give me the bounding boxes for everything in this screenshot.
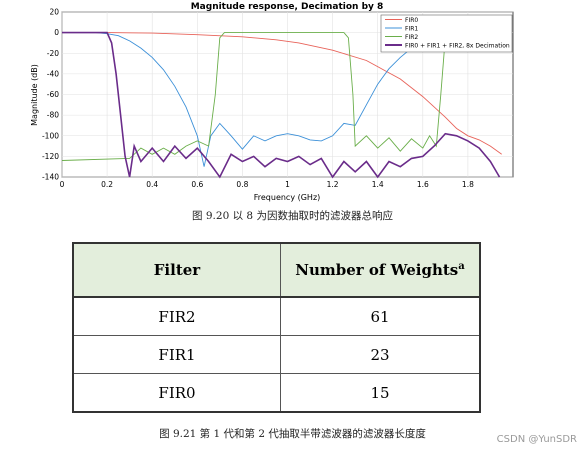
y-tick-labels: 20 0 -20 -40 -60 -80 -100 -120 -140 bbox=[42, 8, 59, 182]
header-filter: Filter bbox=[72, 242, 281, 298]
y-tick-label: -60 bbox=[47, 90, 59, 99]
table-row: FIR0 15 bbox=[72, 373, 481, 413]
x-tick-label: 0 bbox=[60, 180, 65, 189]
header-filter-label: Filter bbox=[153, 261, 201, 279]
table-caption: 图 9.21 第 1 代和第 2 代抽取半带滤波器的滤波器长度度 bbox=[159, 428, 426, 440]
series-line-1 bbox=[62, 32, 502, 167]
y-tick-label: -140 bbox=[42, 173, 59, 182]
y-tick-label: -80 bbox=[47, 111, 59, 120]
series-line-2 bbox=[61, 32, 502, 161]
x-tick-label: 0.6 bbox=[191, 180, 203, 189]
series-line-0 bbox=[62, 32, 502, 155]
table-header-row: Filter Number of Weightsa bbox=[72, 242, 481, 298]
cell-filter: FIR1 bbox=[72, 335, 281, 374]
x-tick-label: 0.2 bbox=[101, 180, 113, 189]
filter-weights-table: Filter Number of Weightsa FIR2 61 FIR1 2… bbox=[72, 242, 481, 413]
y-tick-label: -100 bbox=[42, 131, 59, 140]
x-tick-label: 0.8 bbox=[236, 180, 248, 189]
x-tick-labels: 0 0.2 0.4 0.6 0.8 1 1.2 1.4 1.6 1.8 bbox=[60, 180, 474, 189]
chart-title: Magnitude response, Decimation by 8 bbox=[191, 2, 384, 12]
series-lines bbox=[61, 31, 502, 179]
watermark: CSDN @YunSDR bbox=[496, 434, 577, 445]
x-tick-label: 1.4 bbox=[372, 180, 384, 189]
y-tick-label: 20 bbox=[49, 8, 59, 17]
x-tick-label: 1.8 bbox=[462, 180, 474, 189]
legend-label: FIR0 bbox=[405, 17, 418, 24]
x-tick-label: 1 bbox=[285, 180, 290, 189]
x-tick-label: 0.4 bbox=[146, 180, 158, 189]
figure-caption: 图 9.20 以 8 为因数抽取时的滤波器总响应 bbox=[192, 210, 393, 222]
y-tick-label: -120 bbox=[42, 152, 59, 161]
y-axis-label: Magnitude (dB) bbox=[30, 64, 39, 126]
cell-filter: FIR0 bbox=[72, 373, 281, 413]
y-tick-label: -40 bbox=[47, 69, 59, 78]
header-weights: Number of Weightsa bbox=[280, 242, 481, 298]
y-tick-label: -20 bbox=[47, 49, 59, 58]
cell-weights: 23 bbox=[280, 335, 481, 374]
x-tick-label: 1.6 bbox=[417, 180, 429, 189]
series-line-3 bbox=[62, 31, 501, 179]
magnitude-response-chart: 0 0.2 0.4 0.6 0.8 1 1.2 1.4 1.6 1.8 20 0 -20 -40 -60 -… bbox=[30, 2, 514, 202]
table-row: FIR1 23 bbox=[72, 335, 481, 374]
cell-weights: 15 bbox=[280, 373, 481, 413]
x-axis-label: Frequency (GHz) bbox=[254, 193, 321, 202]
cell-filter: FIR2 bbox=[72, 296, 281, 336]
header-weights-label: Number of Weights bbox=[295, 261, 459, 279]
x-tick-label: 1.2 bbox=[327, 180, 339, 189]
header-footnote-mark: a bbox=[458, 261, 465, 272]
cell-weights: 61 bbox=[280, 296, 481, 336]
legend-label: FIR1 bbox=[405, 26, 418, 33]
legend-label: FIR2 bbox=[405, 34, 418, 41]
legend-label: FIR0 + FIR1 + FIR2, 8x Decimation bbox=[405, 43, 510, 50]
y-tick-label: 0 bbox=[54, 28, 59, 37]
legend-box bbox=[380, 14, 513, 53]
table-row: FIR2 61 bbox=[72, 296, 481, 336]
